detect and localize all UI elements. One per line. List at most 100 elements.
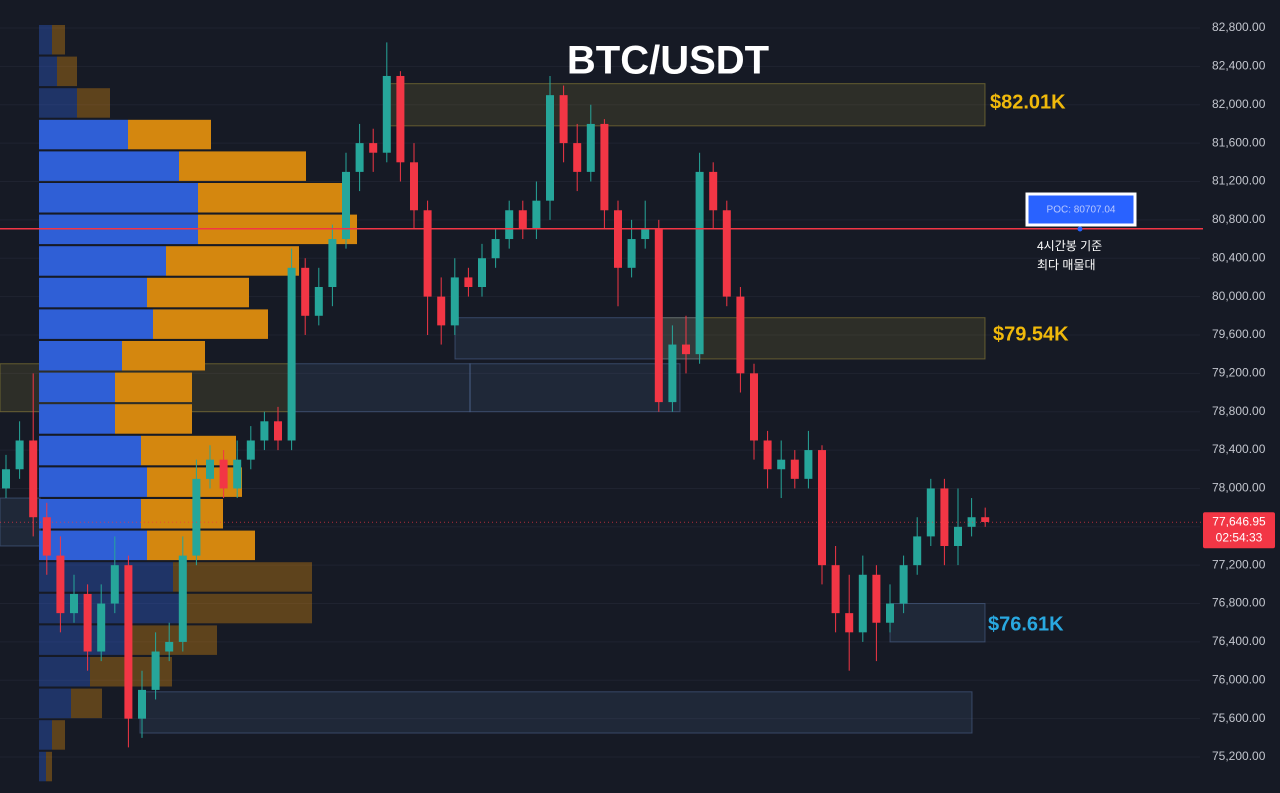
profile-buy bbox=[39, 25, 52, 55]
profile-sell bbox=[46, 751, 52, 782]
candle-body bbox=[70, 593, 78, 614]
candle-body bbox=[668, 344, 677, 403]
candle-body bbox=[736, 296, 745, 374]
y-tick-label: 80,400.00 bbox=[1212, 250, 1266, 264]
zone-label: $76.61K bbox=[988, 613, 1064, 635]
candle-body bbox=[682, 344, 690, 355]
profile-buy bbox=[39, 88, 77, 118]
candle-body bbox=[83, 593, 92, 652]
zone bbox=[659, 317, 986, 360]
candle-body bbox=[233, 459, 242, 489]
profile-sell bbox=[57, 56, 77, 87]
candle-body bbox=[192, 478, 201, 556]
candle-body bbox=[858, 574, 867, 633]
profile-buy bbox=[39, 625, 128, 655]
candle-body bbox=[872, 574, 881, 623]
candle-body bbox=[478, 258, 486, 288]
profile-buy bbox=[39, 435, 141, 466]
zone bbox=[889, 603, 986, 643]
y-tick-label: 80,000.00 bbox=[1212, 289, 1266, 303]
y-tick-label: 75,600.00 bbox=[1212, 711, 1266, 725]
profile-sell bbox=[115, 404, 192, 434]
candle-body bbox=[913, 536, 922, 566]
profile-buy bbox=[39, 404, 115, 434]
candle-body bbox=[654, 229, 663, 403]
profile-sell bbox=[122, 341, 205, 371]
candle-body bbox=[818, 450, 826, 566]
y-tick-label: 79,600.00 bbox=[1212, 327, 1266, 341]
y-tick-label: 81,200.00 bbox=[1212, 174, 1266, 188]
candle-body bbox=[532, 200, 541, 230]
profile-buy bbox=[39, 183, 198, 213]
y-tick-label: 82,000.00 bbox=[1212, 97, 1266, 111]
candle-body bbox=[559, 95, 568, 144]
zone-label: $79.54K bbox=[993, 323, 1069, 345]
profile-buy bbox=[39, 720, 52, 750]
candle-body bbox=[491, 239, 500, 259]
profile-buy bbox=[39, 372, 115, 403]
profile-sell bbox=[198, 183, 348, 213]
candle-body bbox=[260, 421, 269, 441]
y-tick-label: 78,000.00 bbox=[1212, 481, 1266, 495]
profile-sell bbox=[77, 88, 110, 118]
candle-body bbox=[546, 95, 554, 201]
last-price-box bbox=[1203, 512, 1275, 549]
profile-buy bbox=[39, 246, 166, 276]
profile-buy bbox=[39, 467, 147, 497]
poc-note: 최다 매물대 bbox=[1037, 258, 1096, 272]
candle-body bbox=[695, 171, 704, 355]
chart-title: BTC/USDT bbox=[567, 39, 769, 83]
zone bbox=[454, 317, 701, 360]
profile-buy bbox=[39, 530, 147, 561]
candle-body bbox=[831, 565, 840, 614]
y-tick-label: 76,400.00 bbox=[1212, 634, 1266, 648]
candle-body bbox=[845, 613, 854, 633]
candle-body bbox=[586, 123, 595, 172]
candle-body bbox=[518, 210, 527, 230]
profile-sell bbox=[166, 246, 299, 276]
profile-sell bbox=[52, 720, 65, 750]
profile-sell bbox=[147, 530, 255, 561]
profile-sell bbox=[179, 593, 312, 624]
candles bbox=[2, 42, 990, 748]
profile-buy bbox=[39, 657, 90, 687]
zone bbox=[289, 363, 471, 413]
profile-sell bbox=[128, 119, 211, 150]
candle-body bbox=[450, 277, 459, 326]
candle-body bbox=[464, 277, 473, 288]
candle-body bbox=[369, 143, 378, 153]
candle-body bbox=[627, 239, 636, 268]
candle-body bbox=[219, 459, 228, 489]
zone bbox=[469, 363, 681, 413]
y-tick-label: 78,400.00 bbox=[1212, 442, 1266, 456]
candle-body bbox=[206, 459, 214, 479]
candle-body bbox=[328, 239, 337, 288]
y-tick-label: 81,600.00 bbox=[1212, 135, 1266, 149]
candle-body bbox=[641, 229, 650, 240]
candle-body bbox=[954, 526, 962, 546]
y-tick-label: 79,200.00 bbox=[1212, 366, 1266, 380]
candle-body bbox=[382, 75, 391, 153]
candle-body bbox=[97, 603, 106, 652]
profile-sell bbox=[71, 688, 102, 719]
candle-body bbox=[423, 210, 432, 297]
y-tick-label: 80,800.00 bbox=[1212, 212, 1266, 226]
candle-body bbox=[940, 488, 949, 546]
candle-body bbox=[2, 469, 10, 489]
candle-body bbox=[396, 75, 405, 163]
candle-body bbox=[804, 450, 813, 479]
profile-sell bbox=[141, 499, 223, 529]
y-tick-label: 76,000.00 bbox=[1212, 672, 1266, 686]
candle-body bbox=[138, 689, 146, 719]
candle-body bbox=[967, 517, 976, 527]
candle-body bbox=[790, 459, 799, 479]
profile-buy bbox=[39, 309, 153, 339]
candle-body bbox=[178, 555, 187, 642]
candle-body bbox=[151, 651, 160, 690]
profile-sell bbox=[115, 372, 192, 403]
profile-sell bbox=[153, 309, 268, 339]
candle-body bbox=[600, 123, 609, 211]
profile-buy bbox=[39, 151, 179, 181]
